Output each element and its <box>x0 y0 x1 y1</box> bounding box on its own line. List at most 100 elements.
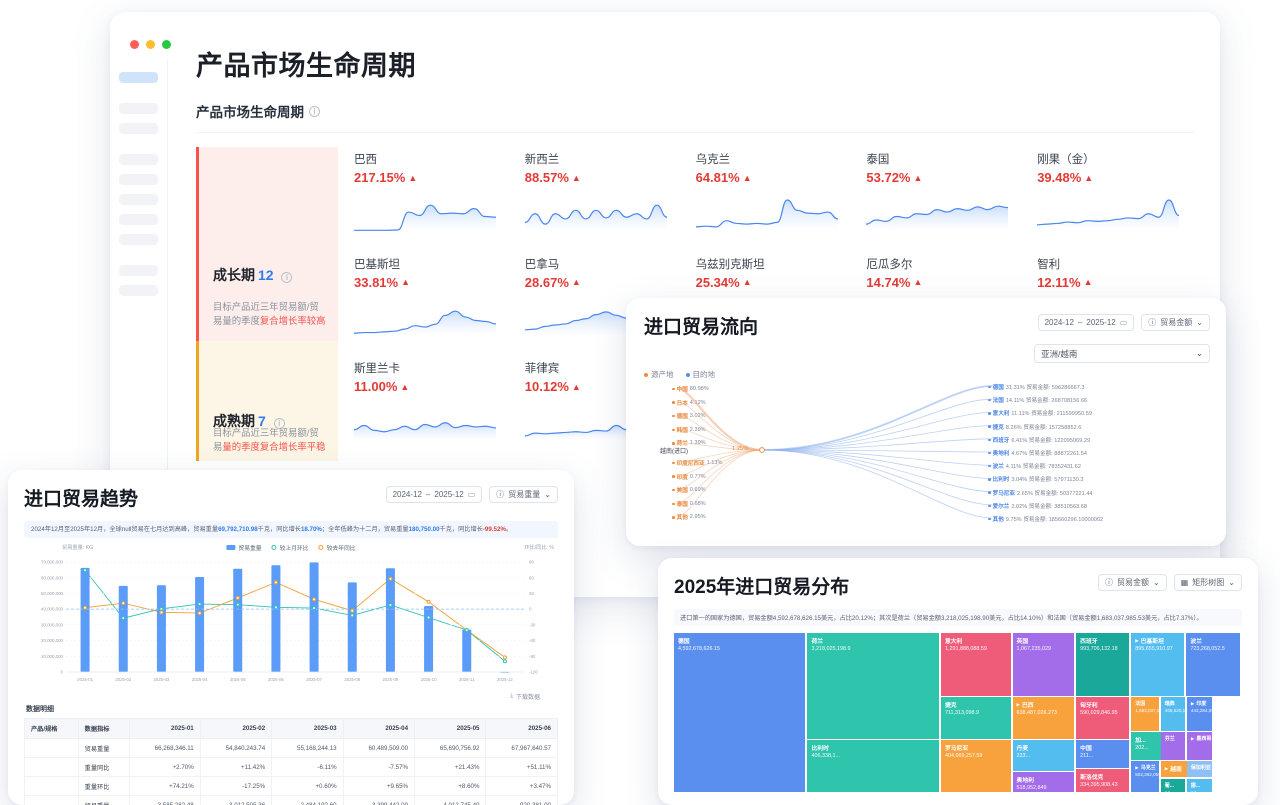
treemap-tile[interactable]: 斯洛伐克 334,395,908.43 <box>1076 769 1130 792</box>
treemap-tile[interactable]: 荷兰 3,218,025,198.9 <box>807 633 939 739</box>
flow-source-label[interactable]: 韩国 2.39% <box>672 426 706 434</box>
sidebar-item[interactable] <box>119 174 158 185</box>
flow-dest-label[interactable]: 罗马尼亚 2.65% 贸易金额: 50377221.44 <box>988 489 1093 497</box>
trend-chart-svg: 0 10,000,000 20,000,000 30,000,000 40,000,00… <box>41 560 538 682</box>
country-sparkline-card[interactable]: 泰国 53.72% ▲ <box>866 147 1023 235</box>
treemap-tile[interactable]: 瑞典466,520,177... <box>1160 697 1185 731</box>
info-icon[interactable]: i <box>281 272 293 283</box>
table-header-row: 产品/规格 数据指标 2025-01 2025-02 2025-03 2025-04 202… <box>24 718 558 740</box>
tile-value: 211... <box>1080 753 1094 760</box>
metric-select[interactable]: ⓘ 贸易重量 ⌄ <box>489 486 558 503</box>
treemap-tile[interactable]: 奥地利 518,952,849 <box>1012 772 1075 792</box>
treemap-tile[interactable]: 中国 211... <box>1076 740 1130 768</box>
legend-item-mom[interactable]: 较上月环比 <box>271 543 309 552</box>
date-range-picker[interactable]: 2024-12 – 2025-12 ▭ <box>385 486 483 503</box>
country-sparkline-card[interactable]: 新西兰 88.57% ▲ <box>524 147 682 235</box>
stage-card-growth[interactable]: 成长期 12 i 目标产品近三年贸易额/贸易量的季度复合增长率较高 <box>196 147 338 341</box>
minimize-icon[interactable] <box>146 40 155 49</box>
flow-source-label[interactable]: 德国 3.02% <box>672 412 706 420</box>
treemap-tile[interactable]: 保加利亚 <box>1186 761 1212 778</box>
sidebar-item[interactable] <box>119 154 158 165</box>
region-select[interactable]: 亚洲/越南 ⌄ <box>1034 344 1210 363</box>
svg-text:20,000,000: 20,000,000 <box>41 638 64 643</box>
sidebar-item[interactable] <box>119 123 158 134</box>
tile-value: 502,392,059.98 <box>1135 772 1159 777</box>
tile-name: 瑞典 <box>1164 701 1175 707</box>
info-icon[interactable]: i <box>273 418 285 429</box>
treemap-tile[interactable]: 捷克 711,313,098.9 <box>940 697 1011 739</box>
stage-desc-a: 目标产品近三年贸易额/贸易量的季度 <box>213 300 319 327</box>
legend-item-yoy[interactable]: 较去年同比 <box>318 543 356 552</box>
metric-select[interactable]: ⓘ 贸易金额 ⌄ <box>1141 314 1210 331</box>
view-type-select[interactable]: ▦ 矩形树图 ⌄ <box>1173 574 1242 591</box>
flow-source-label[interactable]: 日本 4.12% <box>672 399 706 407</box>
tile-name: ▶ 印度 <box>1190 700 1207 708</box>
treemap-tile[interactable]: 罗马尼亚 404,969,257.59 <box>940 740 1011 792</box>
flow-dest-label[interactable]: 德国 31.31% 贸易金额: 596286667.3 <box>988 383 1084 391</box>
treemap-tile[interactable]: 法国1,683,037,985.53 <box>1131 697 1159 731</box>
treemap-tile[interactable]: 芬兰 <box>1160 732 1185 760</box>
legend-item-weight[interactable]: 贸易重量 <box>226 543 262 552</box>
flow-dest-label[interactable]: 意大利 11.11% 贸易金额: 211599950.59 <box>988 409 1092 417</box>
legend-ring <box>318 545 324 551</box>
flow-dest-label[interactable]: 比利时 3.04% 贸易金额: 57971130.3 <box>988 475 1083 483</box>
flow-source-label[interactable]: 印度 0.77% <box>672 473 706 481</box>
sidebar-item[interactable] <box>119 194 158 205</box>
flow-dest-label[interactable]: 其他 9.75% 贸易金额: 185660296.10000002 <box>988 515 1103 523</box>
cell-value: +51.11% <box>485 757 558 778</box>
legend-label: 目的地 <box>692 370 716 379</box>
svg-text:0: 0 <box>61 670 64 675</box>
treemap-tile[interactable]: 葡...14... <box>1160 778 1185 792</box>
metric-select[interactable]: ⓘ 贸易金额 ⌄ <box>1098 574 1167 591</box>
country-sparkline-card[interactable]: 乌克兰 64.81% ▲ <box>695 147 853 235</box>
treemap-tile[interactable]: 英国 1,067,235,029 <box>1012 633 1075 696</box>
treemap-tile[interactable]: 匈牙利 590,029,846.95 <box>1076 697 1130 739</box>
country-growth: 39.48% ▲ <box>1037 170 1194 185</box>
flow-dest-label[interactable]: 法国 14.11% 贸易金额: 268708156.66 <box>988 396 1087 404</box>
stage-card-mature[interactable]: 成熟期 7 i 目标产品近三年贸易额/贸易量的季度复合增长率平稳 <box>196 341 338 461</box>
info-icon[interactable]: i <box>309 105 320 117</box>
table-body: 贸易重量 66,268,346.11 54,840,243.74 55,168,244… <box>24 738 558 805</box>
maximize-icon[interactable] <box>162 40 171 49</box>
flow-source-label[interactable]: 泰国 0.68% <box>672 500 706 508</box>
treemap-tile[interactable]: 西班牙 993,706,132.18 <box>1076 633 1130 696</box>
treemap-tile[interactable]: 比利时 406,338,1... <box>807 740 939 792</box>
treemap-tile[interactable]: ▶ 巴基斯坦 895,655,910.97 <box>1131 633 1185 696</box>
flow-source-label[interactable]: 美国 0.69% <box>672 486 706 494</box>
download-data-button[interactable]: ⤓ 下载数据 <box>510 692 540 701</box>
flow-dest-label[interactable]: 捷克 8.26% 贸易金额: 157258852.6 <box>988 423 1081 431</box>
arrow-up-icon: ▲ <box>571 172 581 183</box>
tile-value: 466,520,177... <box>1164 708 1185 713</box>
flow-source-label[interactable]: 其他 2.95% <box>672 513 706 521</box>
cell-value: +3.47% <box>485 776 558 797</box>
treemap-tile[interactable]: 德国 4,592,678,626.15 <box>674 633 806 792</box>
treemap-tile[interactable]: ▶ 巴西 638,487,026.273 <box>1012 697 1075 739</box>
sidebar-item-active[interactable] <box>119 72 158 83</box>
sidebar-item[interactable] <box>119 214 158 225</box>
country-sparkline-card[interactable]: 刚果（金） 39.48% ▲ <box>1037 147 1194 235</box>
sidebar-item[interactable] <box>119 234 158 245</box>
country-sparkline-card[interactable]: 巴西 217.15% ▲ <box>354 147 511 235</box>
tile-value: 334,395,908.43 <box>1080 782 1118 788</box>
flow-source-label[interactable]: 荷兰 1.39% <box>672 439 706 447</box>
treemap-tile[interactable]: 意大利 1,291,888,088.59 <box>940 633 1011 696</box>
flow-dest-label[interactable]: 波兰 4.11% 贸易金额: 78352431.62 <box>988 462 1081 470</box>
flow-dest-label[interactable]: 爱尔兰 2.02% 贸易金额: 38510563.68 <box>988 502 1087 510</box>
sidebar-item[interactable] <box>119 103 158 114</box>
treemap-tile[interactable]: 挪...14... <box>1186 778 1212 792</box>
svg-text:60,000,000: 60,000,000 <box>41 576 64 581</box>
treemap-tile[interactable]: 丹麦 223... <box>1012 740 1075 771</box>
country-sparkline-card[interactable]: 斯里兰卡 11.00% ▲ <box>354 356 511 444</box>
treemap-tile[interactable]: ▶ 墨西哥 <box>1186 732 1212 760</box>
sidebar-item[interactable] <box>119 285 158 296</box>
treemap-tile[interactable]: 波兰 723,268,052.5 <box>1186 633 1240 696</box>
flow-dest-label[interactable]: 奥地利 4.67% 贸易金额: 88872261.54 <box>988 449 1087 457</box>
flow-source-label[interactable]: 印度尼西亚 1.13% <box>672 459 722 467</box>
country-sparkline-card[interactable]: 巴基斯坦 33.81% ▲ <box>354 252 511 340</box>
close-icon[interactable] <box>130 40 139 49</box>
date-range-picker[interactable]: 2024-12 – 2025-12 ▭ <box>1037 314 1135 331</box>
flow-dest-label[interactable]: 西班牙 6.41% 贸易金额: 122095069.29 <box>988 436 1090 444</box>
treemap-tile[interactable]: ▶印度443,284,09... <box>1186 697 1213 731</box>
sidebar-item[interactable] <box>119 265 158 276</box>
